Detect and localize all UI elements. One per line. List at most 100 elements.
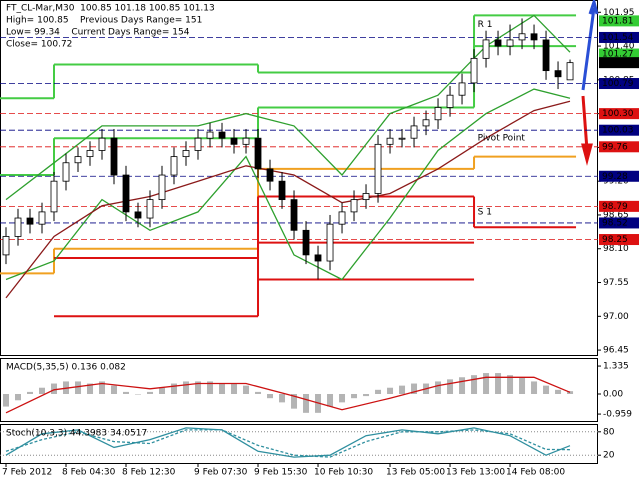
- candle-body: [494, 39, 502, 47]
- level-annotation: Pivot Point: [478, 134, 526, 144]
- candle-body: [518, 33, 526, 41]
- level-box: [599, 217, 639, 229]
- histogram-bar: [87, 383, 94, 394]
- level-label: 101.13: [602, 58, 634, 68]
- histogram-bar: [123, 391, 130, 394]
- histogram-bar: [195, 381, 202, 394]
- histogram-bar: [567, 391, 574, 394]
- histogram-bar: [303, 394, 310, 413]
- level-label: 98.25: [602, 235, 628, 245]
- candle-body: [458, 82, 466, 96]
- candle-body: [314, 254, 322, 262]
- x-tick-label: 8 Feb 04:30: [62, 468, 116, 478]
- level-annotation: R 1: [478, 20, 493, 30]
- y-tick-label: 97.55: [603, 278, 629, 288]
- level-label: 100.79: [602, 79, 634, 89]
- candle-body: [386, 137, 394, 145]
- candle-body: [50, 180, 58, 213]
- candle-body: [206, 131, 214, 139]
- histogram-bar: [243, 385, 250, 394]
- x-tick-label: 9 Feb 07:30: [194, 468, 248, 478]
- level-label: 100.30: [602, 109, 634, 119]
- candle-body: [86, 150, 94, 158]
- candle-body: [242, 137, 250, 145]
- level-box: [599, 200, 639, 212]
- level-box: [599, 78, 639, 90]
- candle-body: [398, 137, 406, 140]
- x-tick-label: 7 Feb 2012: [2, 468, 52, 478]
- x-tick-label: 13 Feb 05:00: [386, 468, 445, 478]
- candle-body: [434, 107, 442, 121]
- x-tick-label: 10 Feb 10:30: [314, 468, 373, 478]
- candle-body: [374, 143, 382, 194]
- level-box: [599, 57, 639, 69]
- histogram-bar: [327, 394, 334, 407]
- indicator-line: [5, 100, 571, 299]
- histogram-bar: [555, 389, 562, 394]
- level-box: [599, 15, 639, 27]
- histogram-bar: [231, 383, 238, 394]
- candle-body: [554, 70, 562, 78]
- candle-body: [218, 131, 226, 139]
- candle-body: [134, 211, 142, 219]
- candle-body: [302, 229, 310, 256]
- candle-body: [74, 156, 82, 164]
- histogram-bar: [471, 375, 478, 394]
- candle-body: [350, 199, 358, 213]
- x-tick-label: 8 Feb 12:30: [122, 468, 176, 478]
- candle-body: [410, 125, 418, 139]
- candle-body: [194, 137, 202, 151]
- info-line: Low= 99.34 Current Days Range= 154: [6, 28, 190, 38]
- info-line: Close= 100.72: [6, 40, 72, 50]
- histogram-bar: [75, 381, 82, 394]
- candle-body: [26, 217, 34, 225]
- histogram-bar: [435, 381, 442, 394]
- histogram-bar: [507, 375, 514, 394]
- candle-body: [254, 137, 262, 170]
- level-label: 99.28: [602, 172, 628, 182]
- blue-arrow: [581, 0, 599, 91]
- histogram-bar: [291, 394, 298, 409]
- candle-body: [446, 94, 454, 108]
- candle-body: [470, 57, 478, 84]
- candle-body: [170, 156, 178, 176]
- level-label: 98.79: [602, 202, 628, 212]
- plot-layer: 101.95101.40100.85100.3099.7599.2098.659…: [0, 8, 639, 478]
- histogram-bar: [411, 383, 418, 394]
- macd-panel-frame: [0, 358, 598, 422]
- histogram-bar: [351, 394, 358, 399]
- indicator-line: [5, 376, 571, 414]
- level-box: [599, 141, 639, 153]
- y-tick-label: 0.00: [603, 390, 623, 400]
- candle-body: [278, 180, 286, 201]
- y-tick-label: 98.10: [603, 244, 629, 254]
- candle-body: [14, 217, 22, 237]
- candle-body: [230, 137, 238, 145]
- candle-body: [542, 39, 550, 72]
- candle-body: [266, 168, 274, 182]
- level-box: [599, 234, 639, 246]
- histogram-bar: [207, 381, 214, 394]
- histogram-bar: [519, 377, 526, 394]
- level-label: 100.03: [602, 126, 634, 136]
- y-tick-label: 1.335: [603, 362, 629, 372]
- candle-body: [110, 137, 118, 176]
- candle-body: [146, 199, 154, 219]
- histogram-bar: [459, 377, 466, 394]
- histogram-bar: [183, 381, 190, 394]
- histogram-bar: [15, 394, 22, 401]
- candle-body: [158, 174, 166, 201]
- indicator-line: [5, 429, 571, 458]
- x-tick-label: 14 Feb 08:00: [506, 468, 565, 478]
- histogram-bar: [171, 383, 178, 394]
- y-tick-label: 98.65: [603, 210, 629, 220]
- level-box: [599, 170, 639, 182]
- candle-body: [482, 39, 490, 59]
- histogram-bar: [447, 379, 454, 394]
- histogram-bar: [387, 387, 394, 394]
- y-tick-label: -0.959: [603, 410, 632, 420]
- x-tick-label: 13 Feb 13:00: [446, 468, 505, 478]
- candle-body: [182, 150, 190, 158]
- histogram-bar: [147, 391, 154, 394]
